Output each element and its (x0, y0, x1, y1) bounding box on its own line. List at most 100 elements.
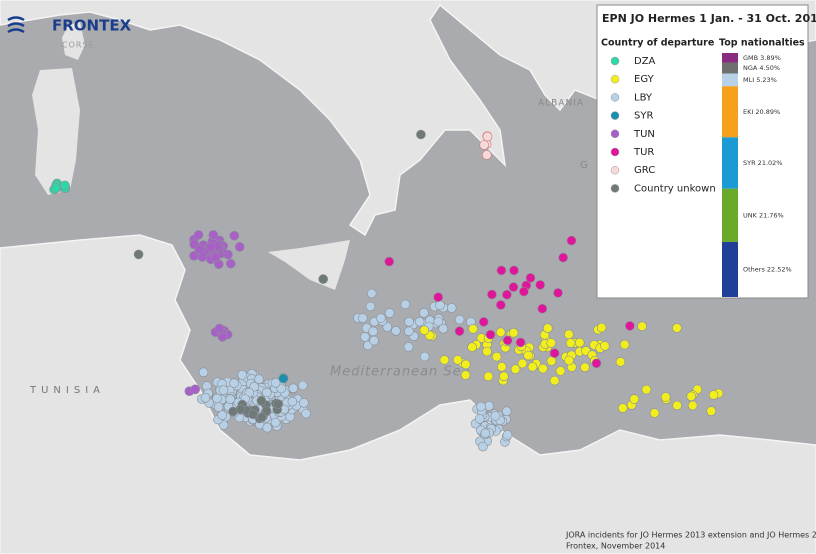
incident-dot (404, 316, 414, 327)
incident-dot (435, 300, 445, 311)
incident-dot (565, 338, 576, 348)
incident-dot (672, 323, 682, 333)
incident-dot (519, 286, 529, 297)
incident-dot (212, 393, 222, 404)
incident-dot (483, 371, 494, 382)
incident-dot (416, 129, 426, 140)
incident-dot (468, 324, 478, 334)
incident-dot (234, 242, 245, 252)
incident-dot (237, 370, 247, 380)
legend-label: GRC (634, 165, 655, 176)
incident-dot (517, 358, 528, 369)
incident-dot (482, 131, 493, 142)
incident-dot (50, 183, 61, 193)
incident-dot (508, 327, 519, 338)
incident-dot (276, 383, 287, 394)
map-label: ALBANIA (538, 99, 584, 109)
legend-swatch (610, 184, 620, 193)
land-corsica (62, 22, 85, 60)
incident-dot (208, 230, 219, 240)
legend-swatch (610, 111, 620, 120)
incident-dot (133, 249, 144, 260)
incident-dot (481, 150, 492, 160)
incident-dot (625, 321, 635, 331)
legend-label: DZA (634, 56, 656, 67)
map-label: G (580, 160, 588, 171)
bar-segment (722, 86, 738, 138)
incident-dot (629, 394, 640, 404)
incident-dot (384, 256, 395, 267)
incident-dot (501, 406, 512, 417)
land-sicily (268, 240, 350, 290)
bar-segment (722, 137, 738, 189)
incident-dot (454, 314, 465, 325)
incident-dot (439, 355, 450, 365)
incident-dot (419, 308, 429, 318)
incident-dot (490, 411, 501, 421)
incident-dot (637, 321, 647, 332)
incident-dot (419, 351, 430, 362)
incident-dot (496, 361, 507, 372)
map-label: TUNISIA (29, 385, 105, 396)
bar-label: Others 22.52% (743, 265, 792, 273)
incident-dot (564, 355, 574, 366)
incident-dot (482, 346, 492, 357)
legend-title: EPN JO Hermes 1 Jan. - 31 Oct. 2014 (602, 12, 816, 25)
incident-dot (460, 370, 471, 380)
incident-dot (210, 252, 221, 263)
incident-dot (649, 408, 660, 418)
incident-dot (708, 390, 719, 400)
incident-dot (198, 367, 209, 378)
incident-dot (555, 366, 566, 376)
legend-label: SYR (634, 111, 653, 122)
incident-dot (225, 394, 236, 405)
incidents (49, 129, 724, 452)
incident-dot (502, 289, 512, 300)
brand-logo (7, 16, 25, 34)
incident-dot (369, 335, 379, 346)
incident-dot (248, 409, 258, 420)
legend-label: EGY (634, 74, 655, 85)
legend-swatch (610, 93, 620, 102)
incident-dot (474, 414, 485, 424)
incident-dot (495, 327, 506, 338)
incident-dot (564, 329, 574, 340)
incident-dot (515, 337, 526, 348)
map-label: Mediterranean Sea (330, 365, 471, 380)
incident-dot (479, 140, 490, 150)
incident-dot (580, 362, 590, 373)
incident-dot (256, 412, 267, 423)
incident-dot (480, 428, 491, 439)
incident-dot (537, 303, 548, 314)
incident-dot (478, 441, 488, 452)
incident-dot (365, 301, 376, 312)
land-africa (0, 234, 816, 554)
nationality-bar: GMB 3.89% NGA 4.50% MLI 5.23% EKI 20.89% SYR… (722, 53, 792, 297)
bar-label: EKI 20.89% (743, 108, 780, 116)
bar-label: GMB 3.89% (743, 54, 781, 62)
incident-dot (226, 258, 236, 269)
incident-dot (502, 335, 513, 346)
incident-dot (193, 230, 204, 240)
incident-dot (460, 359, 471, 370)
legend-swatch (610, 147, 620, 157)
bar-label: MLI 5.23% (743, 76, 777, 84)
incident-dot (467, 342, 477, 353)
incident-dot (60, 180, 70, 191)
bar-segment (722, 73, 738, 87)
incident-dot (273, 399, 283, 409)
incident-dot (641, 384, 652, 395)
legend-items: DZA EGY LBY SYR TUN TUR GRC Country unkown (610, 56, 716, 194)
incident-dot (200, 392, 211, 403)
legend-label: TUN (633, 129, 655, 140)
legend-heading: Top nationalties (719, 38, 805, 49)
legend-swatch (610, 165, 620, 175)
incident-dot (288, 383, 299, 394)
incident-dot (217, 331, 228, 342)
incident-dot (297, 380, 308, 391)
incident-dot (287, 396, 298, 407)
incident-dot (525, 273, 536, 283)
incident-dot (502, 430, 513, 440)
incident-dot (262, 422, 273, 433)
incident-dot (452, 355, 463, 365)
